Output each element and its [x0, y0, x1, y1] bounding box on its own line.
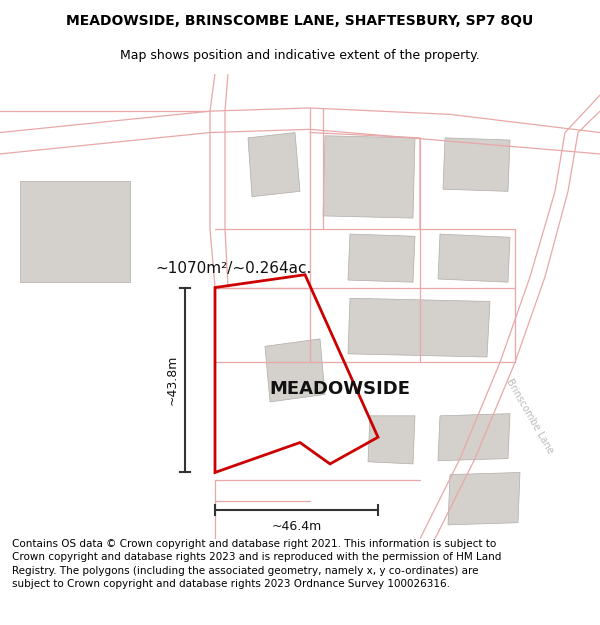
Polygon shape [448, 472, 520, 525]
Polygon shape [368, 416, 415, 464]
Polygon shape [323, 136, 415, 218]
Text: ~1070m²/~0.264ac.: ~1070m²/~0.264ac. [155, 261, 311, 276]
Text: MEADOWSIDE: MEADOWSIDE [269, 380, 410, 398]
Text: ~46.4m: ~46.4m [271, 521, 322, 534]
Polygon shape [443, 138, 510, 191]
Polygon shape [248, 132, 300, 197]
Polygon shape [438, 234, 510, 282]
Text: Map shows position and indicative extent of the property.: Map shows position and indicative extent… [120, 49, 480, 62]
Polygon shape [348, 298, 490, 357]
Text: ~43.8m: ~43.8m [166, 355, 179, 405]
Polygon shape [20, 181, 130, 282]
Text: Contains OS data © Crown copyright and database right 2021. This information is : Contains OS data © Crown copyright and d… [12, 539, 502, 589]
Polygon shape [438, 414, 510, 461]
Polygon shape [265, 339, 325, 402]
Text: MEADOWSIDE, BRINSCOMBE LANE, SHAFTESBURY, SP7 8QU: MEADOWSIDE, BRINSCOMBE LANE, SHAFTESBURY… [67, 14, 533, 28]
Text: Brinscombe Lane: Brinscombe Lane [505, 377, 556, 455]
Polygon shape [348, 234, 415, 282]
